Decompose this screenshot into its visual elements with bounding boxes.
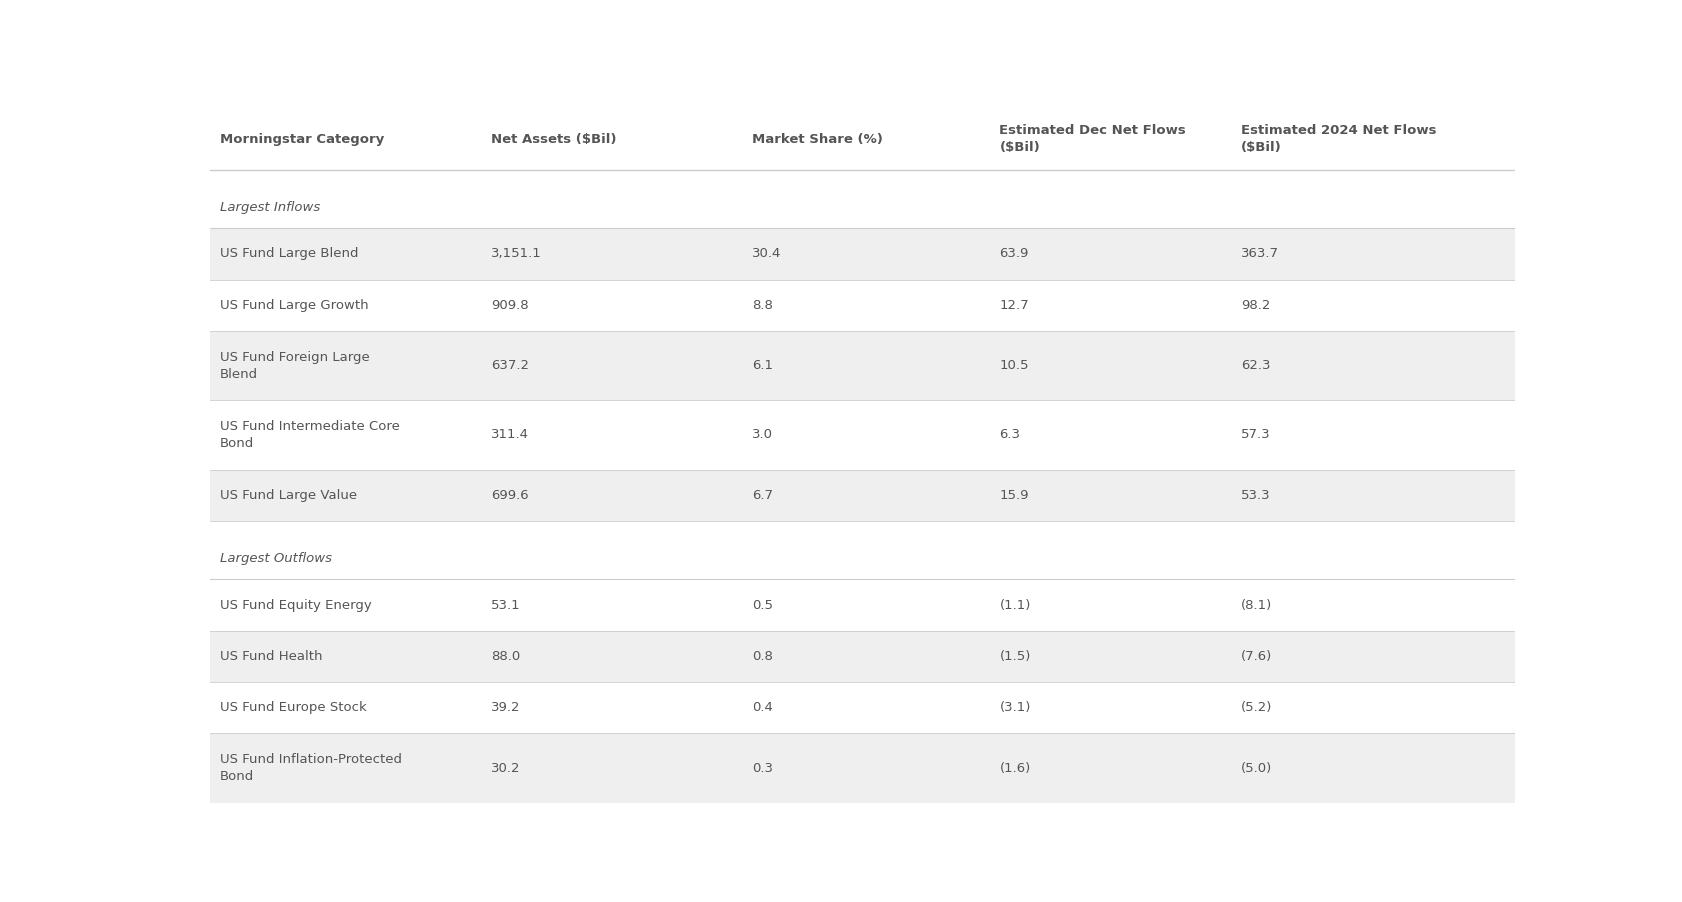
Bar (210, 682, 1514, 733)
Bar (210, 280, 1514, 331)
Text: 53.1: 53.1 (491, 599, 520, 612)
Text: 637.2: 637.2 (491, 359, 528, 372)
Text: (5.2): (5.2) (1240, 701, 1272, 714)
Bar (210, 400, 1514, 470)
Text: Market Share (%): Market Share (%) (752, 133, 881, 145)
Bar (210, 188, 1514, 228)
Text: (8.1): (8.1) (1240, 599, 1272, 612)
Text: US Fund Foreign Large
Blend: US Fund Foreign Large Blend (219, 351, 368, 381)
Bar (210, 108, 1514, 170)
Text: (1.5): (1.5) (999, 649, 1031, 663)
Bar (210, 331, 1514, 400)
Bar (210, 228, 1514, 280)
Text: 39.2: 39.2 (491, 701, 520, 714)
Text: 6.3: 6.3 (999, 428, 1019, 441)
Text: 363.7: 363.7 (1240, 247, 1278, 261)
Text: Morningstar Category: Morningstar Category (219, 133, 383, 145)
Text: Largest Inflows: Largest Inflows (219, 201, 320, 214)
Bar (210, 630, 1514, 682)
Bar (210, 470, 1514, 521)
Bar (210, 170, 1514, 187)
Text: 88.0: 88.0 (491, 649, 520, 663)
Text: 98.2: 98.2 (1240, 299, 1270, 312)
Text: Net Assets ($Bil): Net Assets ($Bil) (491, 133, 616, 145)
Text: 3,151.1: 3,151.1 (491, 247, 542, 261)
Text: 6.1: 6.1 (752, 359, 772, 372)
Bar (210, 579, 1514, 630)
Text: US Fund Europe Stock: US Fund Europe Stock (219, 701, 367, 714)
Text: 8.8: 8.8 (752, 299, 772, 312)
Bar (210, 538, 1514, 579)
Text: US Fund Intermediate Core
Bond: US Fund Intermediate Core Bond (219, 420, 399, 450)
Text: US Fund Equity Energy: US Fund Equity Energy (219, 599, 372, 612)
Bar (210, 733, 1514, 803)
Bar (210, 521, 1514, 538)
Text: 53.3: 53.3 (1240, 489, 1270, 502)
Text: US Fund Large Growth: US Fund Large Growth (219, 299, 368, 312)
Text: US Fund Inflation-Protected
Bond: US Fund Inflation-Protected Bond (219, 753, 402, 783)
Text: 30.2: 30.2 (491, 761, 520, 775)
Text: US Fund Large Blend: US Fund Large Blend (219, 247, 358, 261)
Text: 0.8: 0.8 (752, 649, 772, 663)
Text: 12.7: 12.7 (999, 299, 1028, 312)
Text: US Fund Health: US Fund Health (219, 649, 321, 663)
Text: 699.6: 699.6 (491, 489, 528, 502)
Text: 10.5: 10.5 (999, 359, 1028, 372)
Text: 0.5: 0.5 (752, 599, 772, 612)
Text: 15.9: 15.9 (999, 489, 1028, 502)
Text: (5.0): (5.0) (1240, 761, 1272, 775)
Text: Estimated Dec Net Flows
($Bil): Estimated Dec Net Flows ($Bil) (999, 124, 1186, 154)
Text: (7.6): (7.6) (1240, 649, 1272, 663)
Text: 311.4: 311.4 (491, 428, 528, 441)
Text: (1.6): (1.6) (999, 761, 1029, 775)
Text: 62.3: 62.3 (1240, 359, 1270, 372)
Text: Largest Outflows: Largest Outflows (219, 552, 331, 566)
Text: US Fund Large Value: US Fund Large Value (219, 489, 357, 502)
Text: 63.9: 63.9 (999, 247, 1028, 261)
Text: Estimated 2024 Net Flows
($Bil): Estimated 2024 Net Flows ($Bil) (1240, 124, 1435, 154)
Text: 6.7: 6.7 (752, 489, 772, 502)
Text: (3.1): (3.1) (999, 701, 1031, 714)
Text: 3.0: 3.0 (752, 428, 772, 441)
Text: 0.4: 0.4 (752, 701, 772, 714)
Text: 0.3: 0.3 (752, 761, 772, 775)
Text: 30.4: 30.4 (752, 247, 780, 261)
Text: (1.1): (1.1) (999, 599, 1031, 612)
Text: 57.3: 57.3 (1240, 428, 1270, 441)
Text: 909.8: 909.8 (491, 299, 528, 312)
